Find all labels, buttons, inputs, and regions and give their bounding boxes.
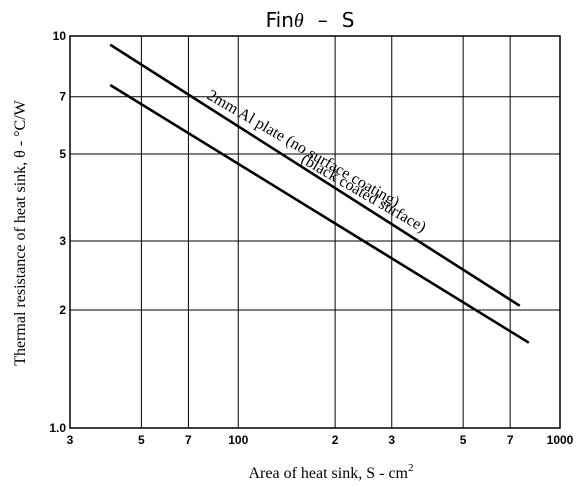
x-tick-label-5: 3 — [388, 433, 395, 447]
title-dash: – — [318, 8, 328, 32]
plot-frame — [69, 35, 561, 429]
title-symbol: θ — [294, 10, 304, 32]
series-line-0 — [109, 43, 521, 307]
x-axis-label: Area of heat sink, S - cm2 — [248, 462, 413, 482]
title-text: Fin — [266, 8, 294, 32]
grid — [70, 36, 560, 428]
y-tick-label-0: 1.0 — [49, 421, 66, 435]
y-tick-label-1: 2 — [59, 303, 66, 317]
x-tick-label-8: 1000 — [547, 433, 574, 447]
x-tick-label-2: 7 — [185, 433, 192, 447]
chart-title: Finθ – S — [266, 8, 355, 32]
x-axis-label-sup: 2 — [408, 462, 414, 474]
x-tick-label-0: 3 — [67, 433, 74, 447]
x-tick-labels: 3 5 7 100 2 3 5 7 1000 — [67, 433, 574, 447]
x-tick-label-6: 5 — [460, 433, 467, 447]
title-var: S — [342, 8, 355, 32]
x-tick-label-4: 2 — [332, 433, 339, 447]
x-tick-label-7: 7 — [507, 433, 514, 447]
x-tick-label-1: 5 — [138, 433, 145, 447]
y-axis-label: Thermal resistance of heat sink, θ - °C/… — [12, 99, 29, 365]
y-tick-label-2: 3 — [59, 234, 66, 248]
curve-label-black-coated: (black coated surface) — [298, 151, 429, 236]
y-tick-label-4: 7 — [59, 90, 66, 104]
series-line-1 — [109, 83, 530, 344]
y-tick-label-3: 5 — [59, 147, 66, 161]
y-tick-labels: 1.0 2 3 5 7 10 — [49, 29, 66, 435]
x-tick-label-3: 100 — [228, 433, 248, 447]
series-lines — [109, 43, 530, 344]
x-axis-label-text: Area of heat sink, S - cm — [248, 465, 408, 482]
y-tick-label-5: 10 — [53, 29, 67, 43]
